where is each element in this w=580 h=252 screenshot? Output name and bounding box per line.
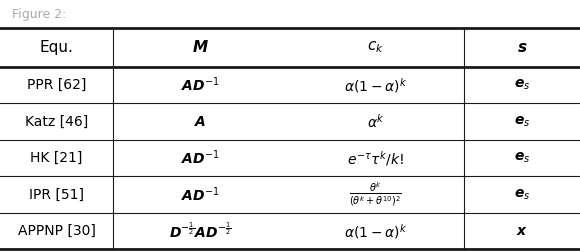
Text: $\frac{\theta^k}{(\theta^k+\theta^{10})^2}$: $\frac{\theta^k}{(\theta^k+\theta^{10})^… — [349, 180, 402, 209]
Text: $\alpha^k$: $\alpha^k$ — [367, 113, 385, 131]
Text: PPR [62]: PPR [62] — [27, 78, 86, 92]
Text: Figure 2:: Figure 2: — [12, 8, 66, 21]
Text: HK [21]: HK [21] — [30, 151, 83, 165]
Text: Katz [46]: Katz [46] — [25, 115, 88, 129]
Text: $\boldsymbol{D}^{-\frac{1}{2}}\boldsymbol{A}\boldsymbol{D}^{-\frac{1}{2}}$: $\boldsymbol{D}^{-\frac{1}{2}}\boldsymbo… — [169, 222, 231, 241]
Text: $\boldsymbol{M}$: $\boldsymbol{M}$ — [191, 39, 209, 55]
Text: $\alpha(1-\alpha)^k$: $\alpha(1-\alpha)^k$ — [344, 222, 407, 241]
Text: Equ.: Equ. — [39, 40, 74, 55]
Text: IPR [51]: IPR [51] — [29, 188, 84, 202]
Text: $\boldsymbol{e}_s$: $\boldsymbol{e}_s$ — [514, 187, 530, 202]
Text: $\boldsymbol{AD}^{-1}$: $\boldsymbol{AD}^{-1}$ — [181, 149, 219, 167]
Text: $\boldsymbol{AD}^{-1}$: $\boldsymbol{AD}^{-1}$ — [181, 185, 219, 204]
Text: $\boldsymbol{e}_s$: $\boldsymbol{e}_s$ — [514, 114, 530, 129]
Text: $\boldsymbol{s}$: $\boldsymbol{s}$ — [517, 40, 527, 55]
Text: $\boldsymbol{e}_s$: $\boldsymbol{e}_s$ — [514, 151, 530, 165]
Text: $c_k$: $c_k$ — [367, 39, 384, 55]
Text: $e^{-\tau}\tau^k/k!$: $e^{-\tau}\tau^k/k!$ — [347, 149, 404, 168]
Text: $\boldsymbol{x}$: $\boldsymbol{x}$ — [516, 224, 528, 238]
Text: $\alpha(1-\alpha)^k$: $\alpha(1-\alpha)^k$ — [344, 76, 407, 94]
Text: APPNP [30]: APPNP [30] — [17, 224, 96, 238]
Text: $\boldsymbol{e}_s$: $\boldsymbol{e}_s$ — [514, 78, 530, 92]
Text: $\boldsymbol{AD}^{-1}$: $\boldsymbol{AD}^{-1}$ — [181, 76, 219, 94]
Text: $\boldsymbol{A}$: $\boldsymbol{A}$ — [194, 115, 206, 129]
